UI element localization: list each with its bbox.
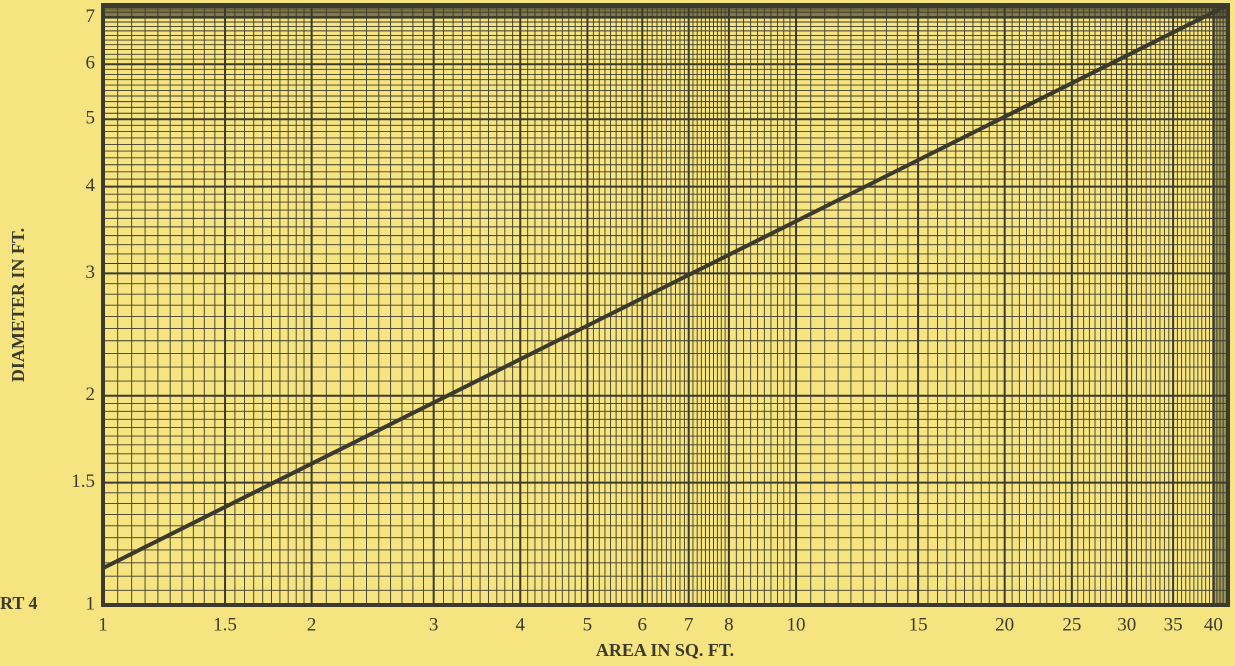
- plot-frame: [101, 3, 1230, 607]
- y-tick-label: 2: [86, 384, 96, 405]
- y-tick-label: 7: [86, 6, 96, 27]
- y-axis-title: DIAMETER IN FT.: [8, 228, 28, 382]
- x-tick-label: 1: [98, 614, 108, 635]
- y-tick-label: 1.5: [71, 471, 95, 492]
- x-tick-label: 40: [1204, 614, 1223, 635]
- grid: [102, 5, 1228, 606]
- x-tick-label: 4: [516, 614, 526, 635]
- x-tick-label: 25: [1062, 614, 1081, 635]
- x-tick-label: 5: [583, 614, 593, 635]
- y-tick-label: 6: [86, 53, 96, 74]
- x-tick-label: 6: [638, 614, 648, 635]
- y-tick-label: 3: [86, 262, 96, 283]
- x-tick-label: 20: [995, 614, 1014, 635]
- x-axis-title: AREA IN SQ. FT.: [596, 640, 734, 660]
- x-tick-label: 1.5: [213, 614, 237, 635]
- y-tick-label: 1: [86, 593, 96, 614]
- y-tick-label: 4: [86, 175, 96, 196]
- y-tick-label: 5: [86, 108, 96, 129]
- x-tick-label: 35: [1164, 614, 1183, 635]
- line: [102, 3, 1229, 570]
- x-tick-label: 3: [429, 614, 439, 635]
- x-tick-label: 10: [787, 614, 806, 635]
- annotation: RT 4: [0, 593, 38, 613]
- x-tick-label: 7: [684, 614, 694, 635]
- x-tick-label: 30: [1117, 614, 1136, 635]
- x-tick-label: 2: [307, 614, 317, 635]
- x-tick-label: 15: [909, 614, 928, 635]
- x-tick-label: 8: [724, 614, 734, 635]
